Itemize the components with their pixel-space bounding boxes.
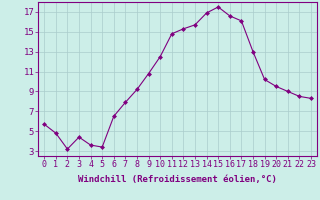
X-axis label: Windchill (Refroidissement éolien,°C): Windchill (Refroidissement éolien,°C) (78, 175, 277, 184)
